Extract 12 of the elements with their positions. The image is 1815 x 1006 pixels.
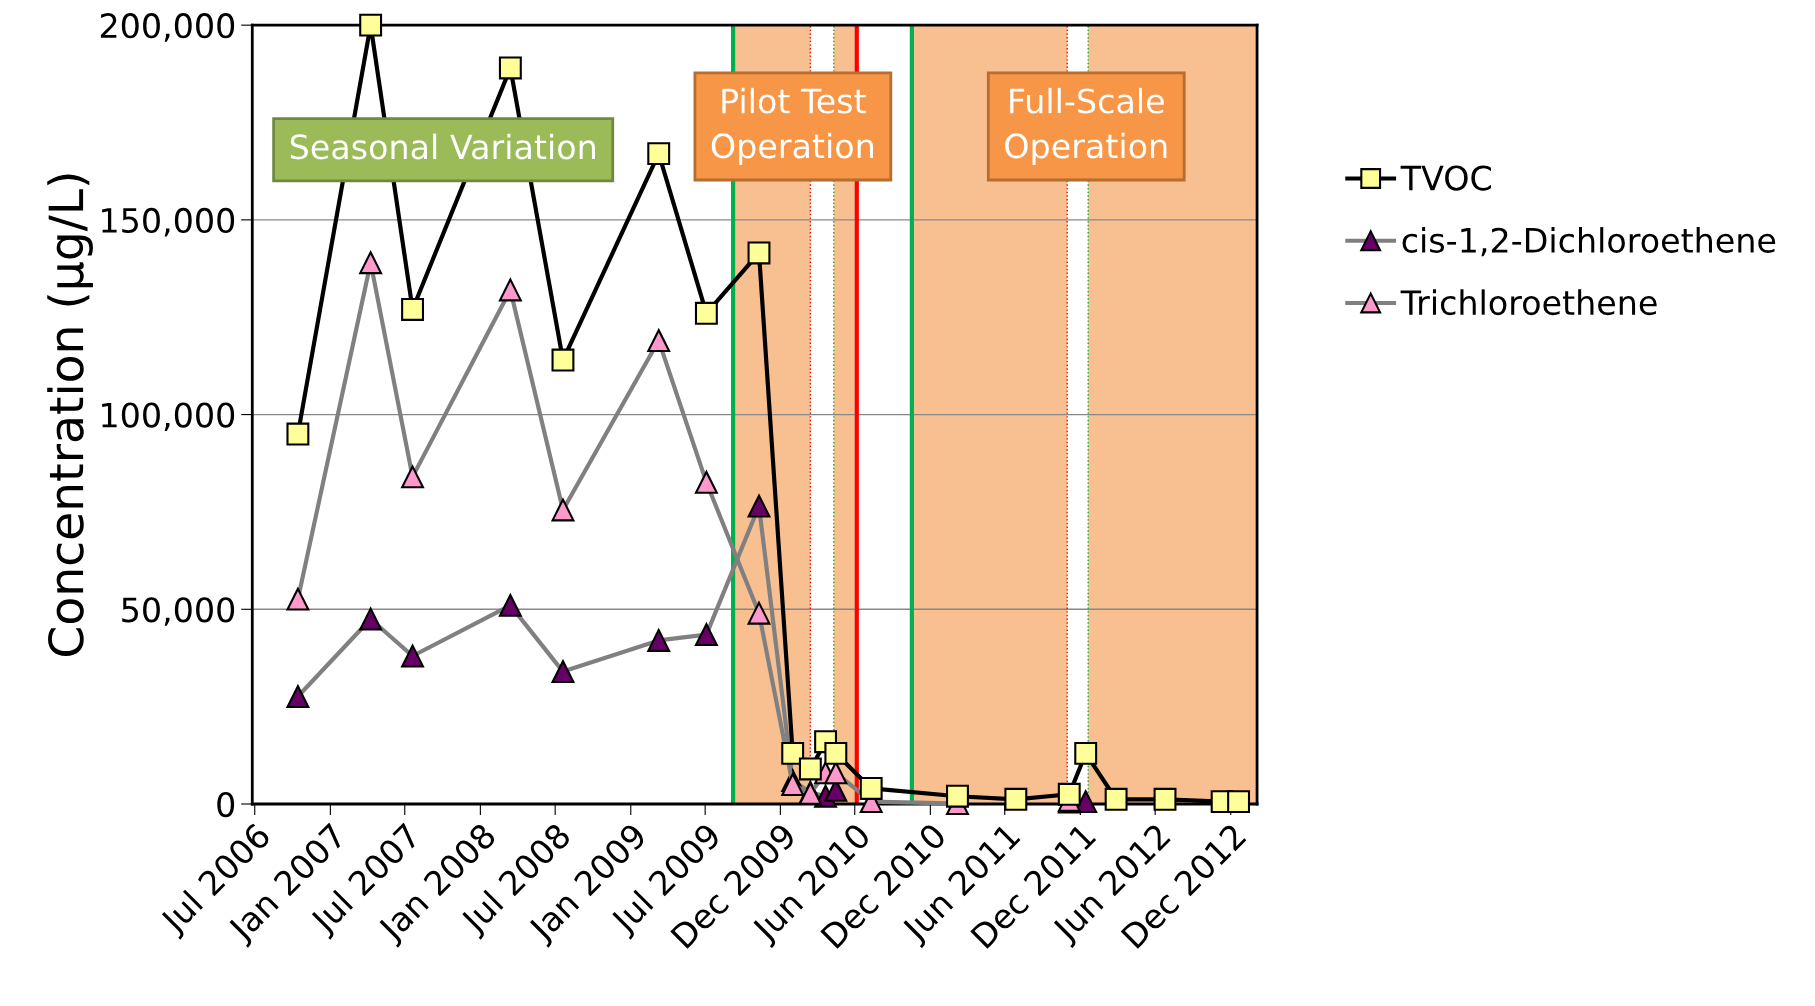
annotation: Seasonal Variation: [290, 133, 595, 160]
y-tick-label: 0: [217, 791, 235, 818]
y-tick-label: 150,000: [102, 207, 235, 237]
y-tick-label: 50,000: [122, 597, 235, 626]
legend-label: cis-1,2-Dichloroethene: [1402, 227, 1776, 257]
legend-label: TVOC: [1400, 165, 1491, 191]
y-tick-label: 200,000: [100, 13, 235, 42]
annotation: Pilot Test Operation: [711, 87, 873, 165]
legend-label: Trichloroethene: [1400, 289, 1657, 316]
y-axis-title: Concentration (µg/L): [47, 174, 93, 656]
annotation: Full-Scale Operation: [1005, 87, 1167, 165]
y-tick-label: 100,000: [102, 402, 235, 432]
